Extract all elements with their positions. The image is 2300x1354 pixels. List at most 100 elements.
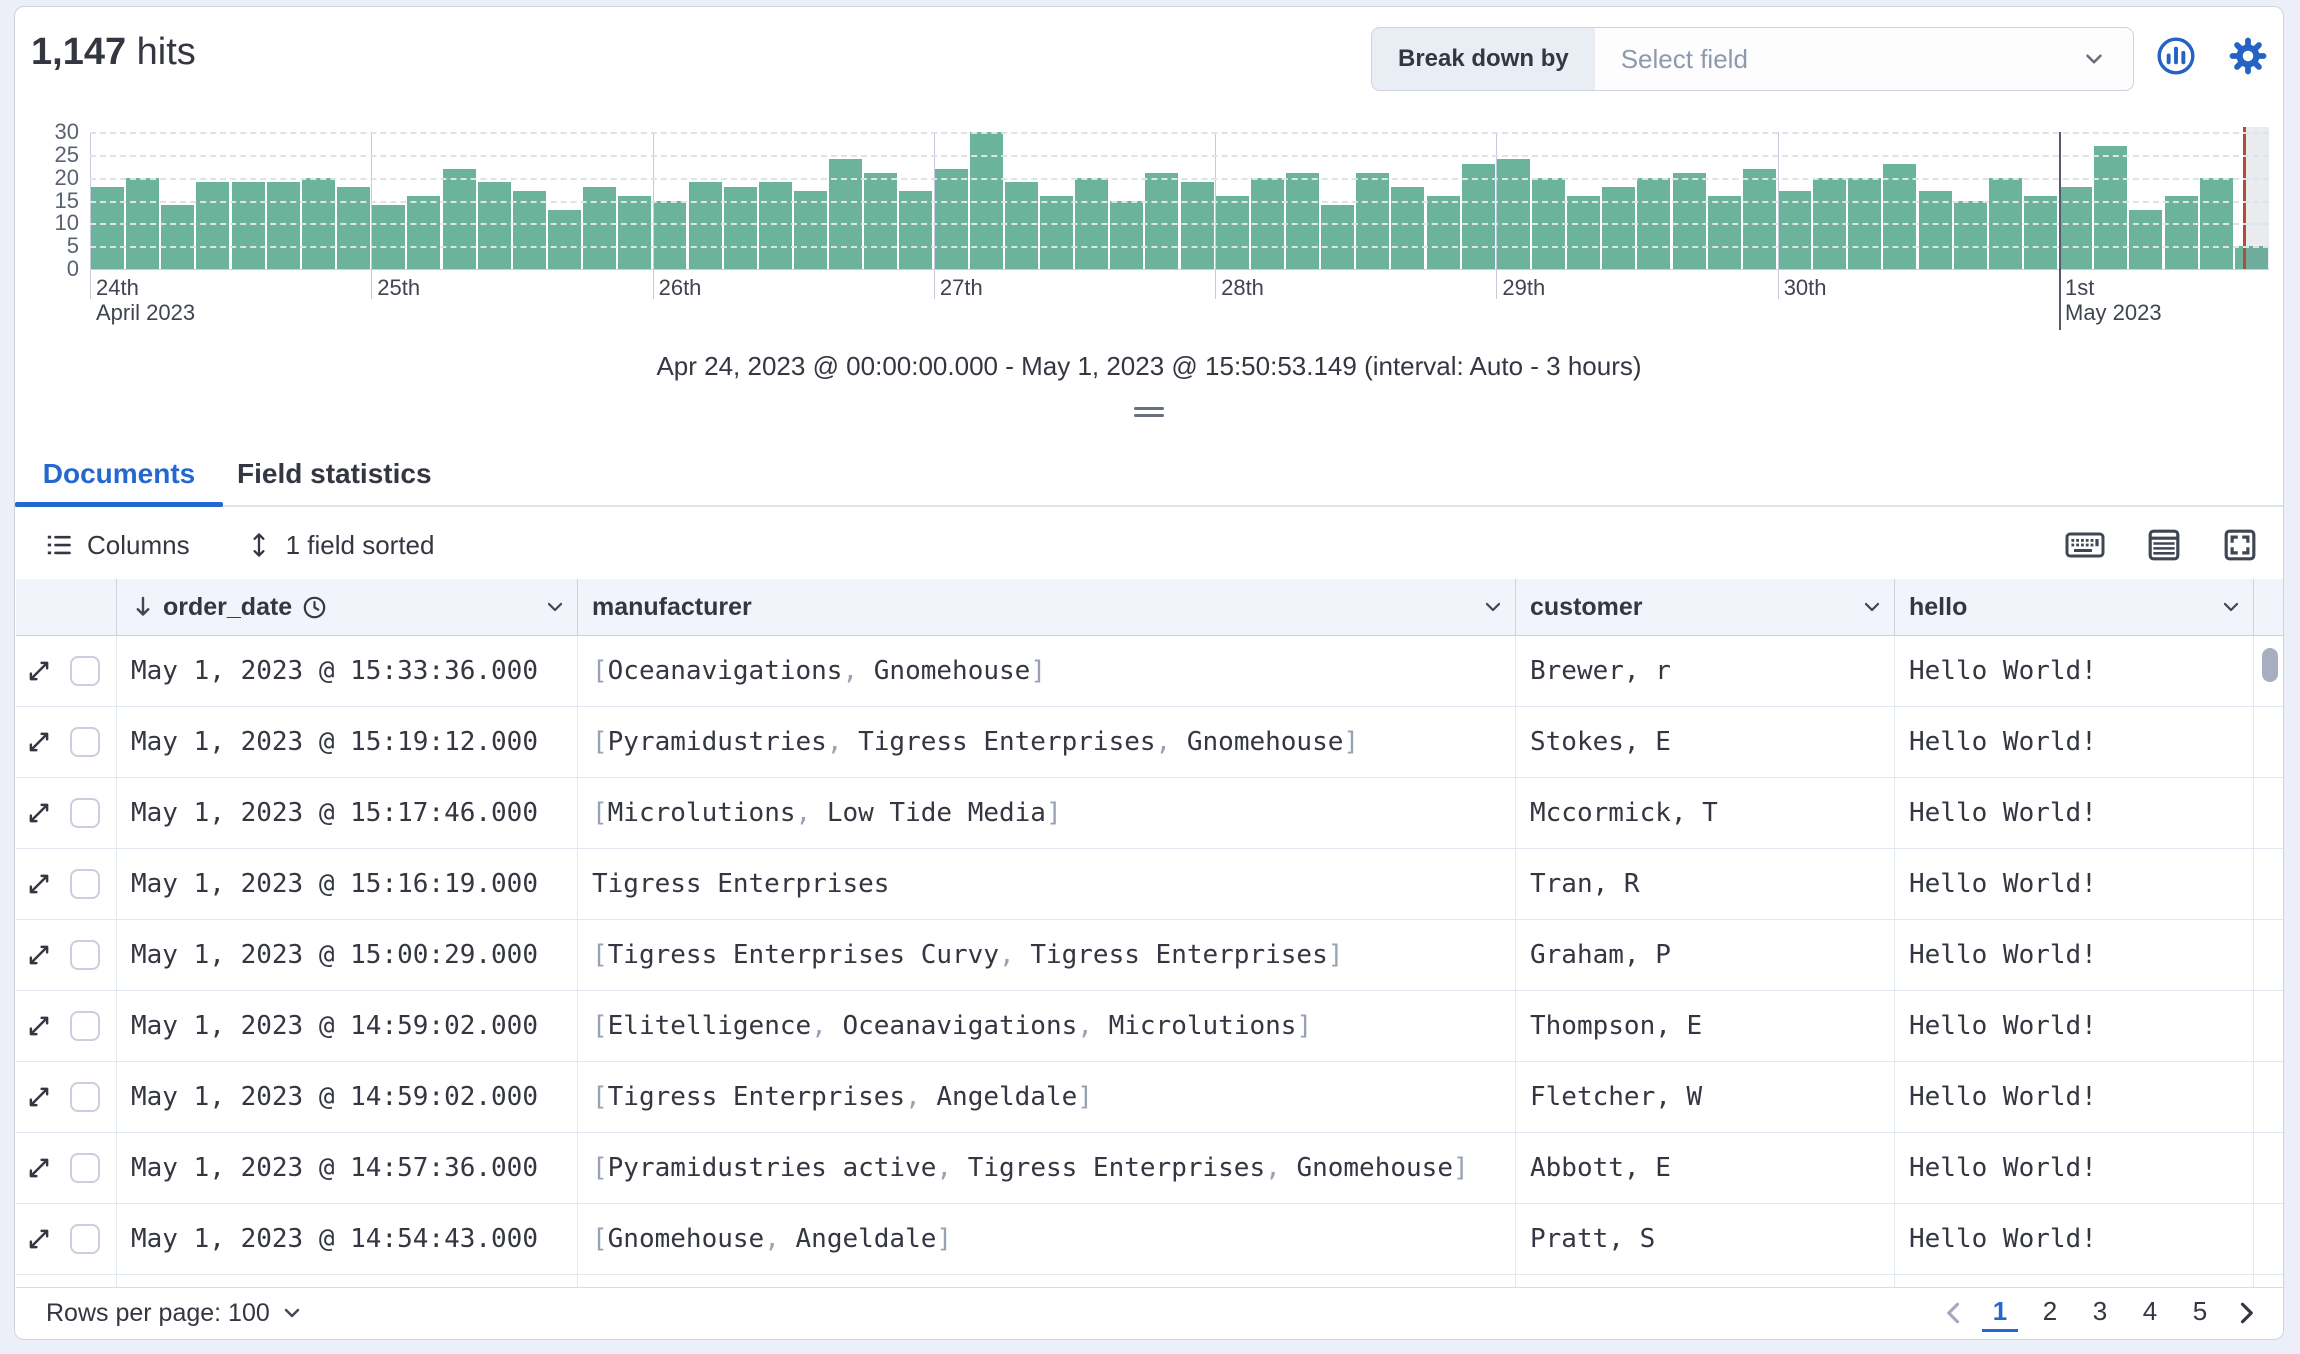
expand-row-icon[interactable]	[26, 871, 52, 897]
expand-row-icon[interactable]	[26, 1084, 52, 1110]
expand-row-icon[interactable]	[26, 942, 52, 968]
histogram-bar[interactable]	[547, 209, 581, 269]
histogram-bar[interactable]	[793, 191, 827, 269]
histogram-bar[interactable]	[1707, 195, 1741, 269]
sort-fields-button[interactable]: 1 field sorted	[246, 530, 434, 561]
histogram-bar[interactable]	[407, 195, 441, 269]
histogram-bar[interactable]	[1426, 195, 1460, 269]
histogram-bar[interactable]	[2164, 195, 2198, 269]
page-number-1[interactable]: 1	[1982, 1294, 2018, 1332]
tab-documents[interactable]: Documents	[15, 443, 223, 507]
header-manufacturer[interactable]: manufacturer	[578, 579, 1516, 635]
histogram-bar[interactable]	[1039, 195, 1073, 269]
histogram-bar[interactable]	[372, 205, 406, 269]
histogram-bar[interactable]	[2129, 209, 2163, 269]
histogram-bar[interactable]	[1461, 164, 1495, 269]
page-number-3[interactable]: 3	[2092, 1296, 2108, 1326]
column-actions-chevron-icon[interactable]	[1481, 595, 1505, 619]
histogram-bar[interactable]	[477, 182, 511, 269]
columns-button[interactable]: Columns	[45, 530, 190, 561]
histogram-bar[interactable]	[231, 182, 265, 269]
histogram-bar[interactable]	[196, 182, 230, 269]
histogram-bar[interactable]	[1391, 186, 1425, 269]
histogram-bar[interactable]	[618, 195, 652, 269]
histogram-bar[interactable]	[1356, 173, 1390, 269]
histogram-bar[interactable]	[1883, 164, 1917, 269]
expand-row-icon[interactable]	[26, 729, 52, 755]
expand-row-icon[interactable]	[26, 800, 52, 826]
header-customer[interactable]: customer	[1516, 579, 1895, 635]
histogram-bar[interactable]	[1918, 191, 1952, 269]
row-select-checkbox[interactable]	[70, 869, 100, 899]
histogram-bar[interactable]	[899, 191, 933, 269]
row-select-checkbox[interactable]	[70, 798, 100, 828]
histogram-bar[interactable]	[1215, 195, 1249, 269]
row-select-checkbox[interactable]	[70, 1082, 100, 1112]
row-select-checkbox[interactable]	[70, 656, 100, 686]
header-order-date[interactable]: order_date	[117, 579, 578, 635]
histogram-bar[interactable]	[1672, 173, 1706, 269]
expand-row-icon[interactable]	[26, 1226, 52, 1252]
histogram-bar[interactable]	[583, 186, 617, 269]
tab-field-statistics[interactable]: Field statistics	[237, 458, 432, 489]
chart-options-icon[interactable]	[2153, 33, 2199, 79]
histogram-bar[interactable]	[2024, 195, 2058, 269]
row-select-checkbox[interactable]	[70, 1011, 100, 1041]
histogram-bar[interactable]	[1496, 159, 1530, 269]
row-select-checkbox[interactable]	[70, 727, 100, 757]
histogram-bar[interactable]	[1145, 173, 1179, 269]
page-number-4[interactable]: 4	[2142, 1296, 2158, 1326]
punctuation: ,	[1155, 727, 1187, 757]
histogram-bar[interactable]	[1567, 195, 1601, 269]
histogram-bar[interactable]	[337, 186, 371, 269]
row-select-checkbox[interactable]	[70, 940, 100, 970]
histogram-bar[interactable]	[1602, 186, 1636, 269]
table-row: May 1, 2023 @ 14:57:36.000 [Pyramidustrie…	[16, 1133, 2283, 1204]
vertical-scrollbar-thumb[interactable]	[2262, 648, 2278, 682]
histogram-bar[interactable]	[1953, 200, 1987, 269]
display-options-icon[interactable]	[2147, 528, 2181, 562]
fullscreen-icon[interactable]	[2223, 528, 2257, 562]
histogram-bar[interactable]	[442, 168, 476, 269]
histogram-bar[interactable]	[1285, 173, 1319, 269]
histogram-bar[interactable]	[758, 182, 792, 269]
histogram-bar[interactable]	[2059, 186, 2093, 269]
histogram-bar[interactable]	[2094, 145, 2128, 269]
row-select-checkbox[interactable]	[70, 1153, 100, 1183]
histogram-bar[interactable]	[1180, 182, 1214, 269]
histogram-bar[interactable]	[723, 186, 757, 269]
keyboard-icon[interactable]	[2065, 529, 2105, 561]
histogram-bar[interactable]	[1321, 205, 1355, 269]
rows-per-page-button[interactable]: Rows per page: 100	[46, 1299, 304, 1328]
breakdown-field-select[interactable]: Select field	[1595, 28, 2133, 90]
table-row: May 1, 2023 @ 14:54:43.000 [Gnomehouse, A…	[16, 1204, 2283, 1275]
previous-page-icon[interactable]	[1940, 1299, 1968, 1327]
histogram-bar[interactable]	[1110, 200, 1144, 269]
histogram-bar[interactable]	[1004, 182, 1038, 269]
page-number-5[interactable]: 5	[2192, 1296, 2208, 1326]
histogram-bar[interactable]	[1742, 168, 1776, 269]
expand-row-icon[interactable]	[26, 1013, 52, 1039]
page-number-2[interactable]: 2	[2042, 1296, 2058, 1326]
column-actions-chevron-icon[interactable]	[543, 595, 567, 619]
histogram-bar[interactable]	[653, 200, 687, 269]
expand-row-icon[interactable]	[26, 1155, 52, 1181]
expand-row-icon[interactable]	[26, 658, 52, 684]
gear-icon[interactable]	[2225, 33, 2271, 79]
histogram-bar[interactable]	[512, 191, 546, 269]
next-page-icon[interactable]	[2232, 1299, 2260, 1327]
histogram-bar[interactable]	[161, 205, 195, 269]
histogram-bar[interactable]	[688, 182, 722, 269]
histogram-bar[interactable]	[91, 186, 125, 269]
column-actions-chevron-icon[interactable]	[2219, 595, 2243, 619]
column-actions-chevron-icon[interactable]	[1860, 595, 1884, 619]
header-hello[interactable]: hello	[1895, 579, 2254, 635]
resize-handle[interactable]	[1134, 407, 1164, 419]
histogram-bar[interactable]	[829, 159, 863, 269]
histogram-bar[interactable]	[266, 182, 300, 269]
histogram-bar[interactable]	[1778, 191, 1812, 269]
row-select-checkbox[interactable]	[70, 1224, 100, 1254]
histogram-bar[interactable]	[864, 173, 898, 269]
histogram-bar[interactable]	[934, 168, 968, 269]
